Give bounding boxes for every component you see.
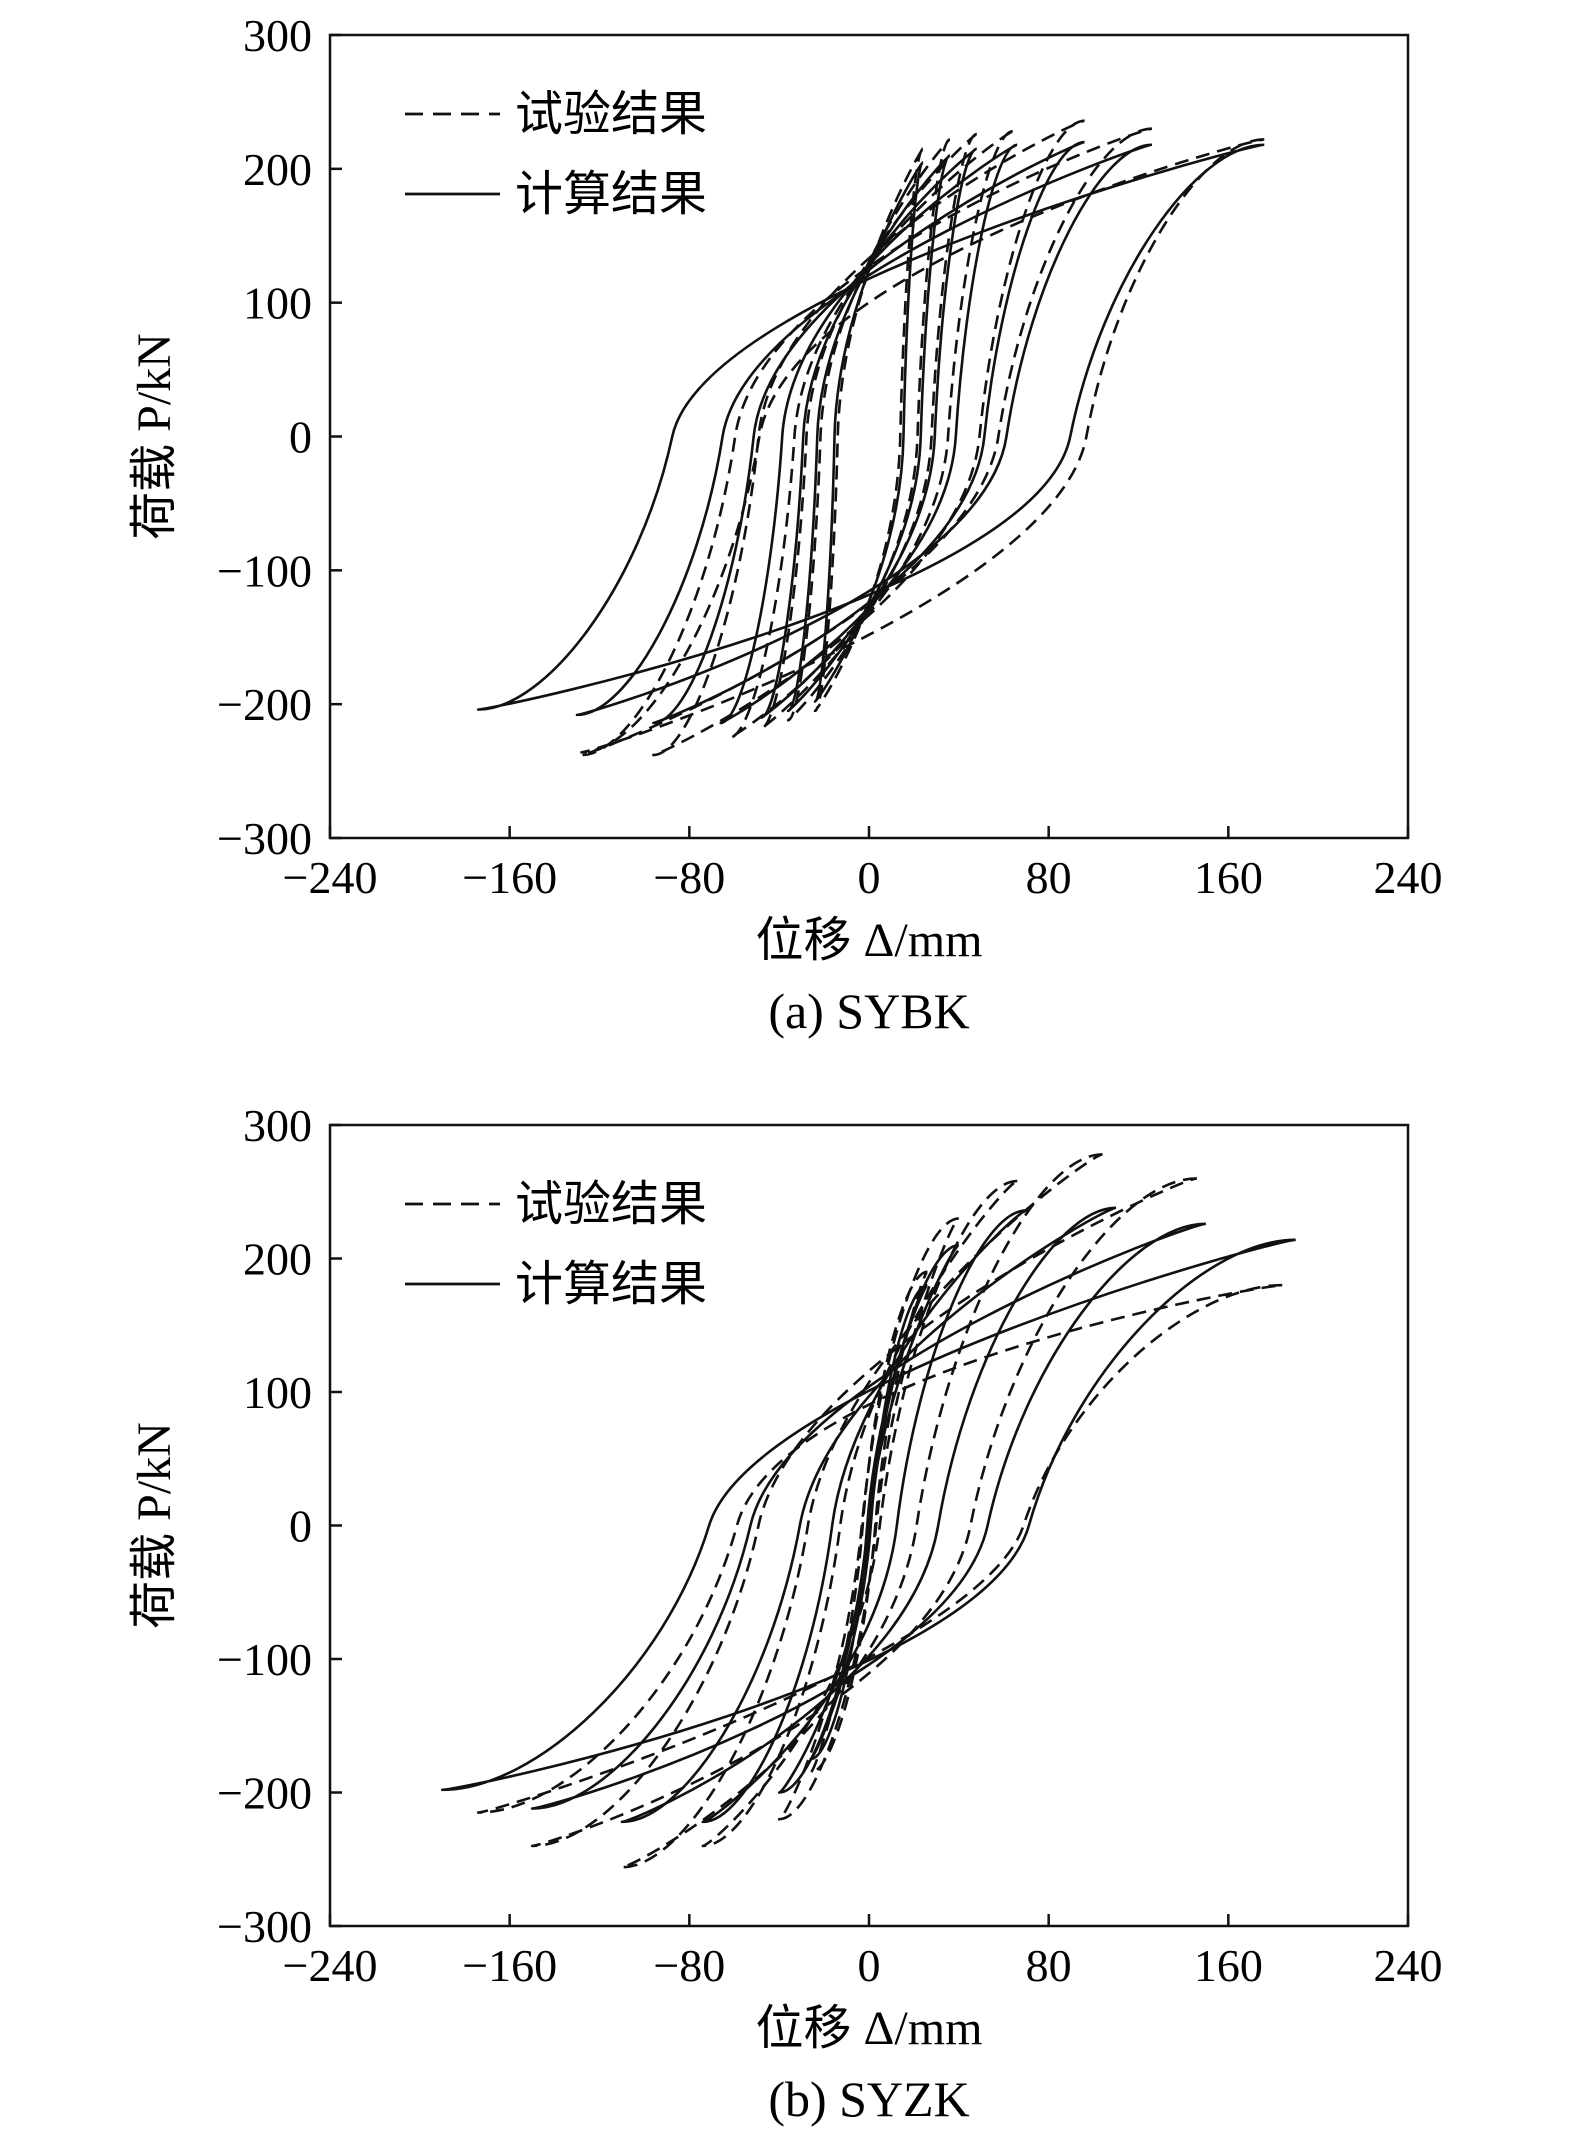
chart-panel-0: −240 −160 −80 0 80 160 240 300 200 100 0 −100 −200 −3… [128,10,1443,1039]
y-tick-label: −100 [217,1634,312,1685]
x-tick-label: 80 [1026,852,1072,903]
hysteresis-loop [759,132,978,730]
hysteresis-curves [440,1153,1296,1869]
hysteresis-loop [813,160,925,703]
hysteresis-loop [777,1243,960,1794]
hysteresis-loop [786,138,952,722]
hysteresis-loop [652,140,1085,725]
x-tick-label: 240 [1374,852,1443,903]
y-axis-label: 荷载 P/kN [128,333,181,540]
y-tick-label: −300 [217,813,312,864]
x-tick-label: 0 [858,1940,881,1991]
legend-label: 试验结果 [515,88,707,141]
hysteresis-loop [476,143,1265,711]
hysteresis-loop [440,1238,1296,1792]
y-tick-label: −200 [217,1768,312,1819]
y-tick-label: 300 [243,10,312,61]
x-tick-label: 160 [1194,852,1263,903]
x-tick-label: 240 [1374,1940,1443,1991]
series-computed-results [476,140,1265,725]
hysteresis-loop [786,154,951,713]
plot-frame [328,33,1410,840]
x-tick-label: −160 [462,852,557,903]
panel-caption: (a) SYBK [768,983,969,1039]
hysteresis-loop [530,1222,1207,1810]
x-tick-label: 80 [1026,1940,1072,1991]
y-axis-label: 荷载 P/kN [128,1422,181,1629]
hysteresis-loop [701,1179,1018,1848]
hysteresis-loop [620,1206,1117,1824]
hysteresis-loop [575,143,1153,717]
y-tick-label: 200 [243,144,312,195]
x-tick-label: 160 [1194,1940,1263,1991]
hysteresis-loop [476,1283,1283,1814]
x-tick-label: −80 [653,852,725,903]
chart-panel-1: −240 −160 −80 0 80 160 240 300 200 100 0 −100 −200 −3… [128,1100,1443,2127]
y-tick-label: 100 [243,278,312,329]
hysteresis-loop [580,127,1153,757]
hysteresis-loop [813,147,925,713]
hysteresis-loop [809,1270,929,1774]
legend-label: 计算结果 [515,168,707,221]
x-tick-label: −80 [653,1940,725,1991]
y-tick-label: 100 [243,1367,312,1418]
x-axis-label: 位移 Δ/mm [756,914,983,967]
legend-label: 试验结果 [515,1178,707,1231]
legend-label: 计算结果 [515,1258,707,1311]
x-tick-label: 0 [858,852,881,903]
y-tick-label: 300 [243,1100,312,1151]
hysteresis-loop [652,119,1085,757]
hysteresis-loop [580,138,1265,754]
series-computed-results [440,1206,1296,1824]
y-tick-label: 0 [289,412,312,463]
y-tick-label: 0 [289,1501,312,1552]
panel-caption: (b) SYZK [768,2071,969,2127]
y-tick-label: 200 [243,1234,312,1285]
x-axis-label: 位移 Δ/mm [756,2002,983,2055]
y-tick-label: −200 [217,679,312,730]
hysteresis-curves [476,119,1265,757]
y-tick-label: −100 [217,545,312,596]
x-tick-label: −240 [283,1940,378,1991]
x-tick-label: −240 [283,852,378,903]
hysteresis-loop [728,130,1014,739]
y-tick-label: −300 [217,1901,312,1952]
x-tick-label: −160 [462,1940,557,1991]
